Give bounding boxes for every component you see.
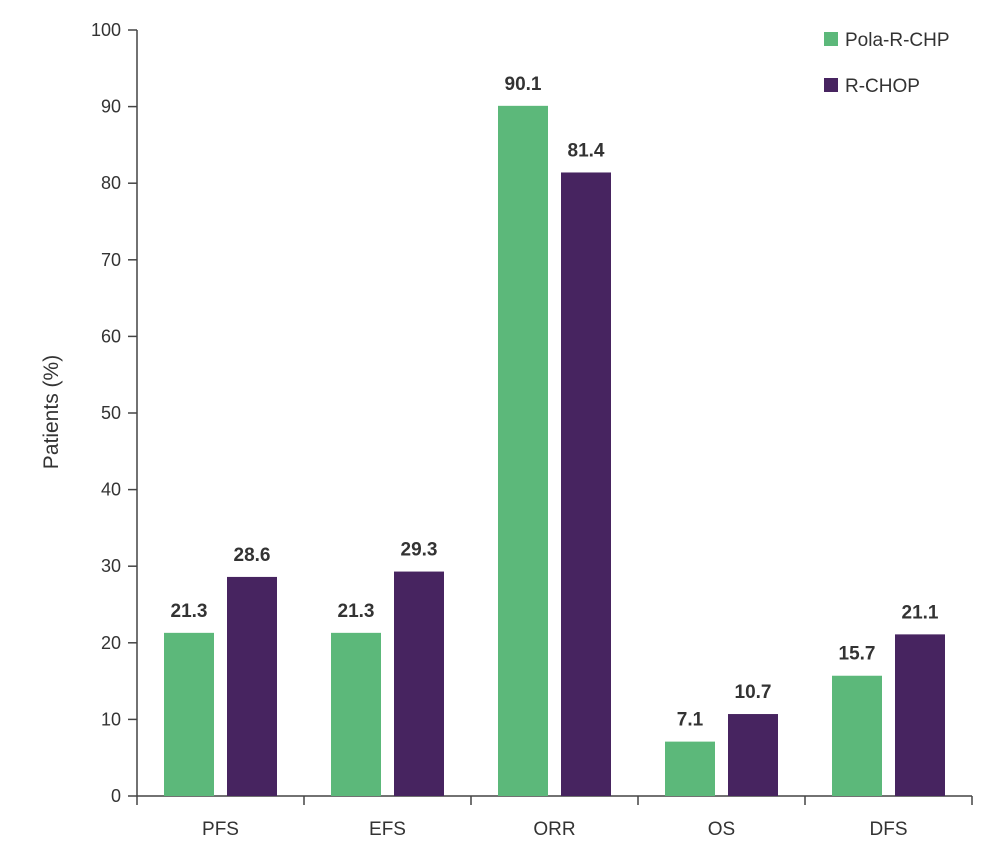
bar-pola-r-chp-orr [498, 105, 548, 797]
y-axis-title: Patients (%) [40, 355, 63, 469]
y-tick-label: 30 [101, 556, 121, 576]
y-tick-label: 0 [111, 786, 121, 806]
bar-r-chop-os [728, 714, 778, 796]
x-tick-label-orr: ORR [533, 819, 575, 840]
data-label-pola-r-chp-efs: 21.3 [338, 601, 375, 622]
x-tick-label-pfs: PFS [202, 819, 239, 840]
data-label-pola-r-chp-orr: 90.1 [505, 74, 542, 95]
bar-pola-r-chp-pfs [164, 632, 214, 796]
data-label-r-chop-os: 10.7 [735, 682, 772, 703]
y-tick-label: 90 [101, 97, 121, 117]
data-label-r-chop-dfs: 21.1 [902, 602, 939, 623]
bar-pola-r-chp-dfs [832, 675, 882, 796]
y-tick-label: 70 [101, 250, 121, 270]
data-label-pola-r-chp-dfs: 15.7 [839, 644, 876, 665]
y-tick-label: 80 [101, 173, 121, 193]
x-tick-label-efs: EFS [369, 819, 406, 840]
y-tick-label: 60 [101, 326, 121, 346]
y-tick-label: 50 [101, 403, 121, 423]
bars [164, 105, 945, 797]
y-tick-label: 20 [101, 633, 121, 653]
legend: Pola-R-CHP R-CHOP [824, 30, 950, 97]
data-label-pola-r-chp-pfs: 21.3 [171, 601, 208, 622]
data-label-r-chop-efs: 29.3 [401, 540, 438, 561]
legend-label-pola-r-chp: Pola-R-CHP [845, 30, 950, 51]
legend-swatch-r-chop [824, 78, 838, 92]
data-label-pola-r-chp-os: 7.1 [677, 710, 704, 731]
data-label-r-chop-pfs: 28.6 [234, 545, 271, 566]
y-axis: 0 10 20 30 40 50 60 70 80 90 100 [91, 20, 138, 806]
y-tick-label: 100 [91, 20, 121, 40]
x-tick-label-dfs: DFS [870, 819, 908, 840]
legend-label-r-chop: R-CHOP [845, 76, 920, 97]
y-tick-label: 40 [101, 480, 121, 500]
bar-r-chop-orr [561, 172, 611, 796]
bar-r-chop-efs [394, 571, 444, 796]
x-axis: PFS EFS ORR OS DFS [136, 795, 973, 840]
y-tick-label: 10 [101, 709, 121, 729]
bar-pola-r-chp-efs [331, 632, 381, 796]
legend-swatch-pola-r-chp [824, 32, 838, 46]
data-labels: 21.3 28.6 21.3 29.3 90.1 81.4 7.1 10.7 15.7 21.1 [171, 74, 939, 731]
data-label-r-chop-orr: 81.4 [568, 140, 605, 161]
bar-r-chop-pfs [227, 576, 277, 796]
x-tick-label-os: OS [708, 819, 735, 840]
bar-pola-r-chp-os [665, 741, 715, 796]
bar-r-chop-dfs [895, 634, 945, 796]
